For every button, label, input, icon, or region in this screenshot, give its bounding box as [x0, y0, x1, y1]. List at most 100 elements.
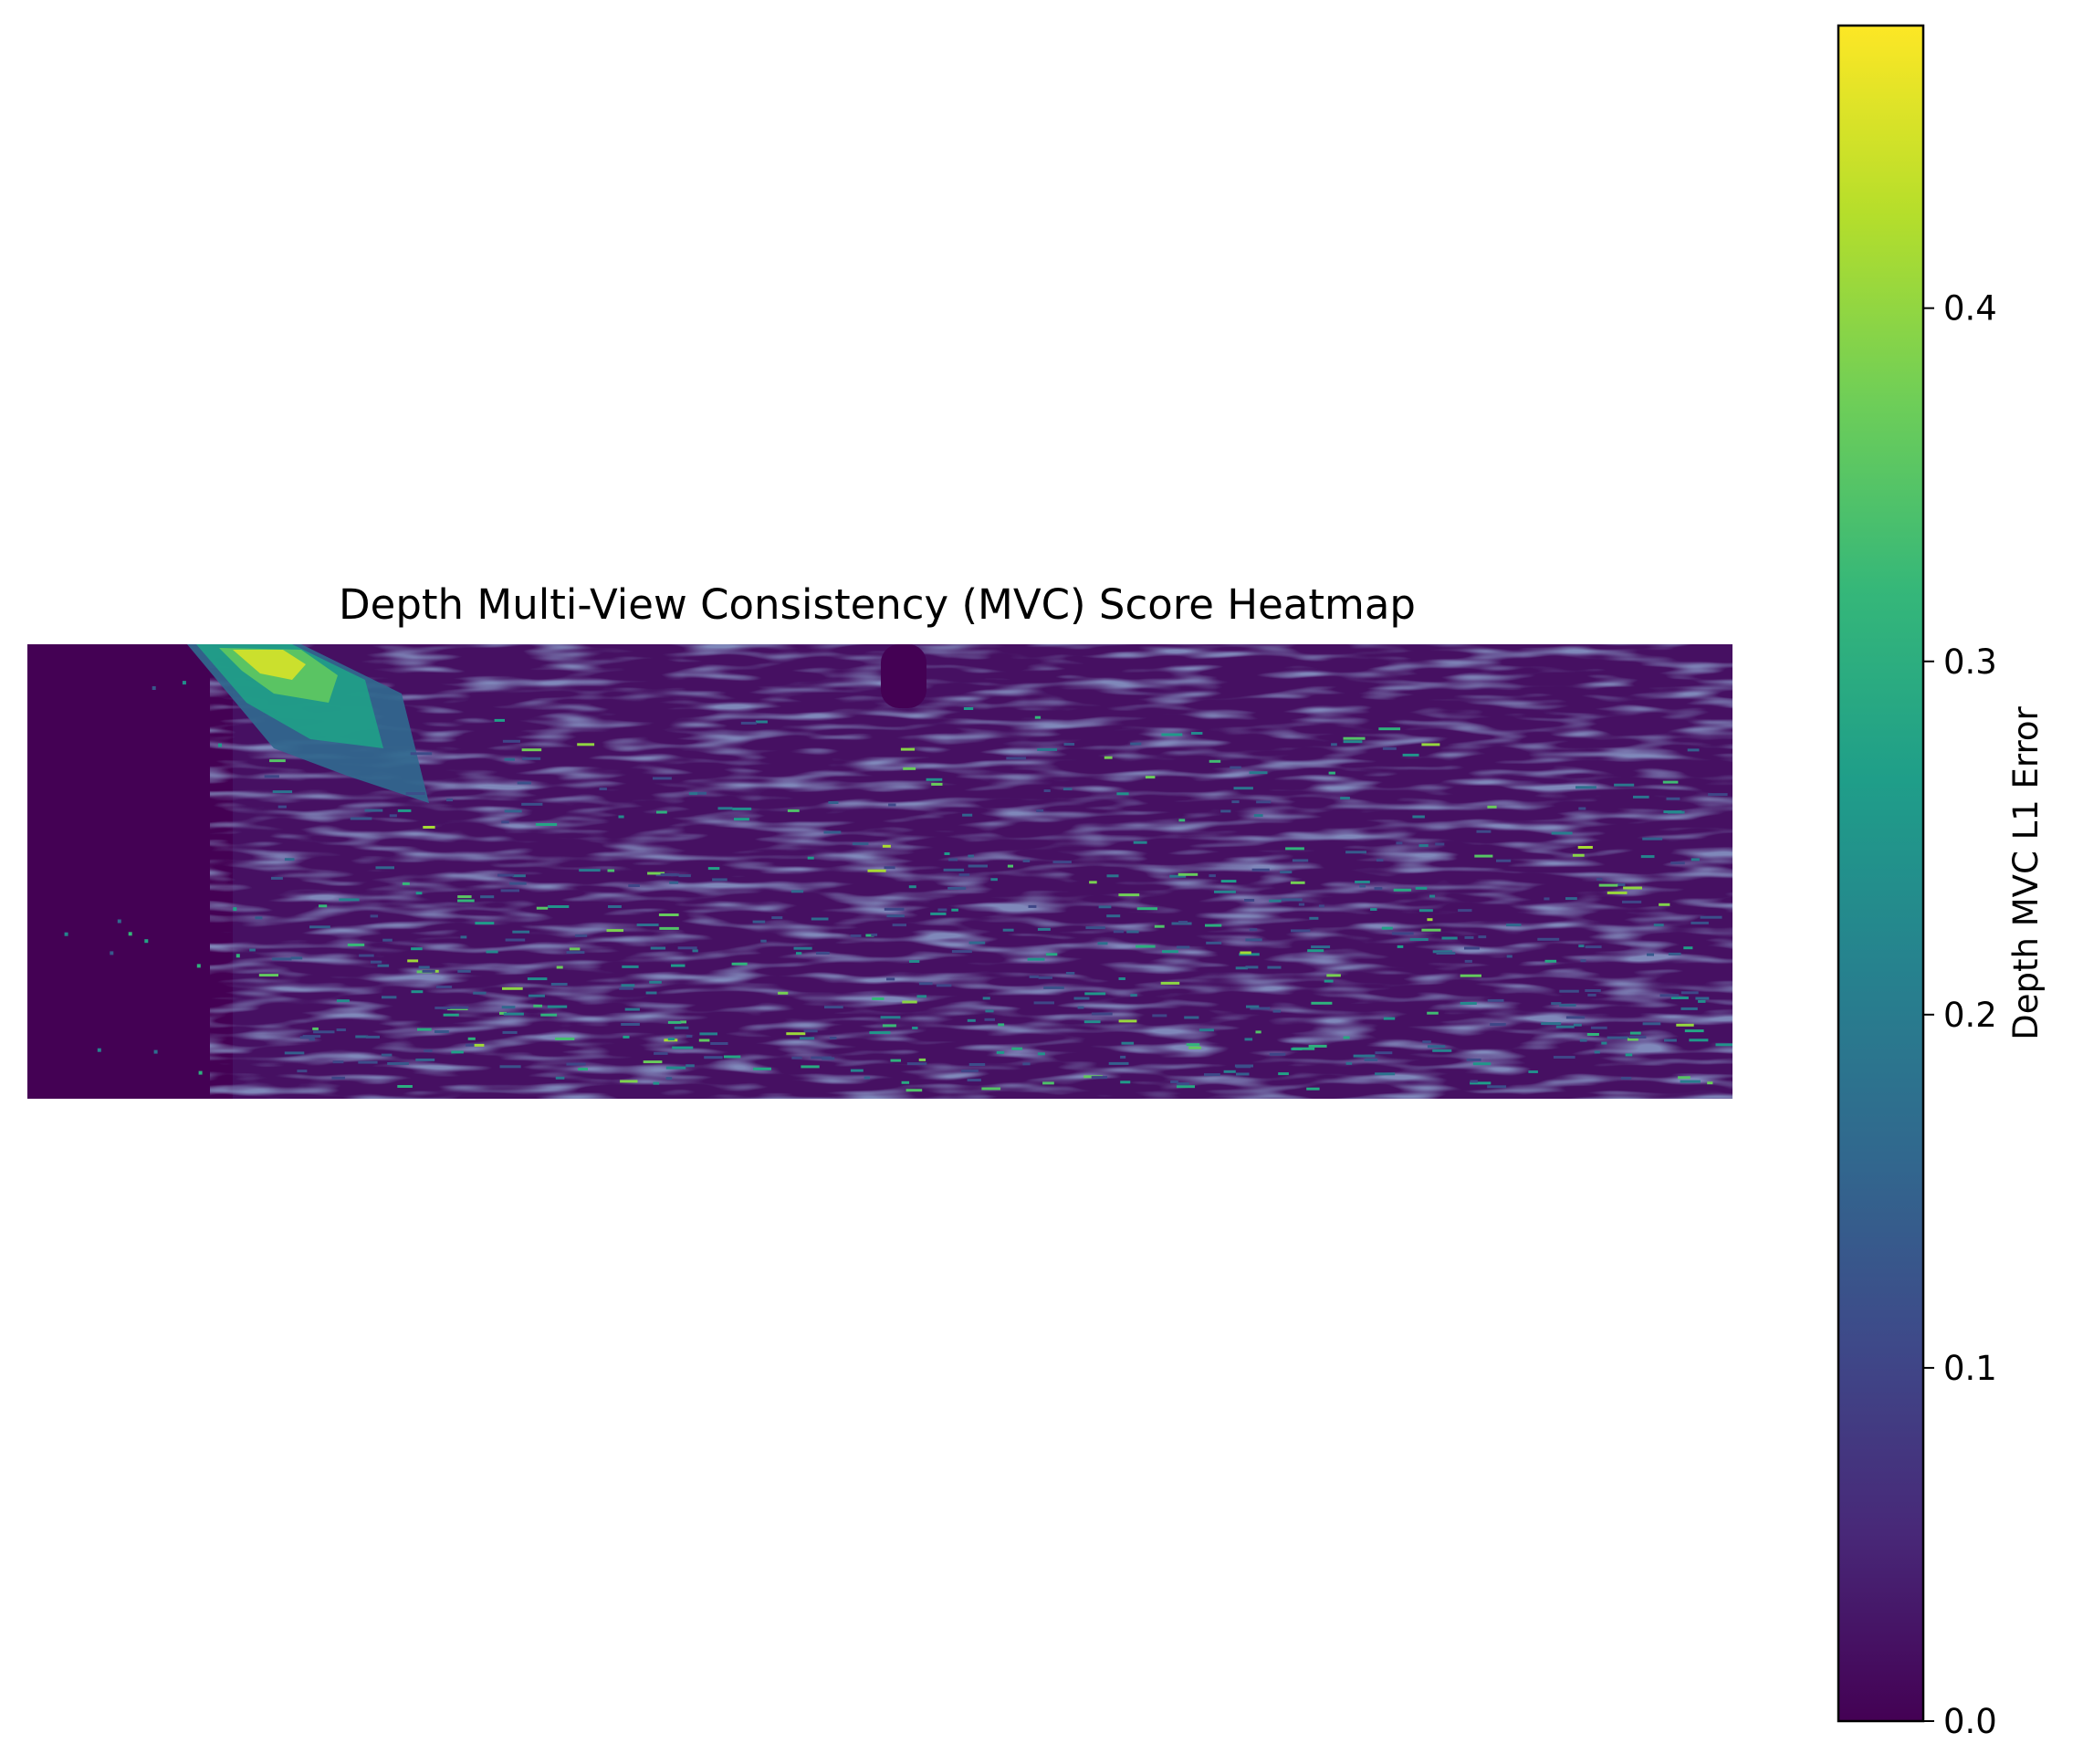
heatmap-error-fleck	[1573, 1023, 1582, 1027]
heatmap-error-fleck	[1381, 926, 1393, 930]
heatmap-error-fleck	[1466, 1058, 1481, 1061]
heatmap-error-fleck	[1586, 1033, 1599, 1036]
heatmap-error-fleck	[669, 881, 679, 884]
heatmap-error-fleck	[258, 974, 278, 977]
heatmap-error-fleck	[732, 807, 752, 810]
heatmap-error-fleck	[1412, 815, 1425, 819]
heatmap-error-fleck	[182, 681, 186, 685]
heatmap-error-fleck	[364, 809, 383, 812]
heatmap-error-fleck	[793, 946, 812, 950]
heatmap-error-fleck	[869, 1031, 891, 1035]
heatmap-error-fleck	[1145, 776, 1156, 779]
heatmap-error-fleck	[1506, 955, 1513, 958]
heatmap-error-fleck	[1666, 797, 1680, 800]
colorbar-tick-label: 0.3	[1943, 642, 1997, 682]
heatmap-error-fleck	[1496, 859, 1512, 862]
heatmap-error-fleck	[1594, 1050, 1600, 1054]
heatmap-error-fleck	[645, 991, 657, 995]
heatmap-error-fleck	[1559, 1004, 1576, 1007]
heatmap-error-fleck	[1084, 992, 1106, 996]
heatmap-error-fleck	[650, 946, 666, 950]
heatmap-error-fleck	[912, 1027, 918, 1029]
heatmap-error-fleck	[1083, 1020, 1101, 1024]
heatmap-error-fleck	[1587, 993, 1596, 997]
heatmap-error-fleck	[1245, 938, 1262, 942]
heatmap-error-fleck	[1037, 1052, 1045, 1056]
heatmap-error-fleck	[536, 906, 549, 910]
heatmap-error-fleck	[1458, 909, 1472, 913]
heatmap-error-fleck	[1311, 945, 1331, 949]
heatmap-error-fleck	[1647, 953, 1654, 956]
heatmap-error-fleck	[1177, 1082, 1189, 1086]
heatmap-error-fleck	[1204, 1073, 1220, 1077]
heatmap-error-fleck	[951, 908, 958, 912]
heatmap-error-fleck	[677, 946, 697, 950]
heatmap-error-fleck	[422, 969, 435, 973]
heatmap-error-fleck	[423, 826, 435, 829]
heatmap-error-fleck	[800, 1037, 815, 1040]
heatmap-error-fleck	[371, 960, 382, 964]
heatmap-error-fleck	[1240, 951, 1251, 955]
heatmap-error-fleck	[791, 1056, 802, 1059]
heatmap-error-fleck	[1470, 1081, 1492, 1085]
heatmap-error-fleck	[1034, 715, 1042, 719]
heatmap-error-fleck	[1708, 793, 1728, 797]
heatmap-error-fleck	[947, 886, 967, 890]
heatmap-error-fleck	[1011, 1047, 1023, 1050]
heatmap-error-fleck	[1106, 874, 1119, 878]
heatmap-error-fleck	[1267, 966, 1282, 969]
heatmap-error-fleck	[931, 782, 943, 786]
heatmap-error-fleck	[619, 986, 633, 990]
heatmap-error-fleck	[1435, 842, 1445, 846]
heatmap-error-fleck	[271, 957, 292, 961]
heatmap-error-fleck	[1029, 975, 1039, 978]
heatmap-error-fleck	[1421, 743, 1440, 746]
heatmap-error-fleck	[411, 947, 423, 951]
heatmap-error-fleck	[1364, 1058, 1378, 1061]
heatmap-error-fleck	[1037, 747, 1057, 751]
heatmap-error-fleck	[1236, 1065, 1251, 1069]
heatmap-error-fleck	[1152, 1014, 1167, 1018]
heatmap-error-fleck	[382, 996, 397, 999]
heatmap-error-fleck	[1579, 1039, 1587, 1042]
heatmap-error-fleck	[1378, 727, 1401, 731]
heatmap-error-fleck	[236, 954, 240, 958]
heatmap-error-fleck	[1250, 1007, 1271, 1010]
heatmap-error-fleck	[297, 1070, 308, 1073]
heatmap-error-fleck	[1154, 924, 1165, 928]
heatmap-error-fleck	[1136, 945, 1156, 948]
heatmap-error-fleck	[486, 950, 498, 954]
heatmap-error-fleck	[1220, 809, 1231, 813]
heatmap-error-fleck	[967, 1018, 976, 1022]
heatmap-error-fleck	[951, 950, 972, 954]
heatmap-error-fleck	[1177, 945, 1190, 949]
heatmap-error-fleck	[1345, 1061, 1353, 1065]
heatmap-error-fleck	[698, 1039, 710, 1042]
heatmap-error-fleck	[1022, 1062, 1031, 1066]
heatmap-error-fleck	[1464, 946, 1480, 950]
heatmap-error-fleck	[387, 1062, 409, 1065]
heatmap-error-fleck	[264, 775, 279, 778]
heatmap-error-fleck	[752, 920, 766, 924]
heatmap-error-fleck	[620, 1080, 638, 1083]
heatmap-error-fleck	[655, 873, 665, 877]
heatmap-error-fleck	[512, 930, 530, 934]
heatmap-error-fleck	[1244, 1038, 1253, 1041]
heatmap-error-fleck	[1662, 780, 1679, 784]
heatmap-error-fleck	[621, 984, 635, 987]
heatmap-error-fleck	[823, 830, 842, 834]
heatmap-error-fleck	[402, 882, 410, 885]
heatmap-error-fleck	[984, 1018, 995, 1021]
heatmap-error-fleck	[1118, 1019, 1137, 1023]
heatmap-error-fleck	[152, 686, 156, 690]
heatmap-error-fleck	[1236, 1072, 1250, 1076]
heatmap-error-fleck	[527, 977, 548, 981]
heatmap-error-fleck	[1309, 916, 1319, 920]
heatmap-error-fleck	[1186, 1043, 1200, 1047]
heatmap-error-fleck	[405, 792, 425, 796]
heatmap-error-fleck	[905, 1089, 923, 1092]
heatmap-error-fleck	[1397, 945, 1404, 948]
heatmap-error-fleck	[710, 1042, 728, 1045]
heatmap-error-fleck	[1432, 950, 1452, 954]
heatmap-error-fleck	[1062, 788, 1073, 791]
